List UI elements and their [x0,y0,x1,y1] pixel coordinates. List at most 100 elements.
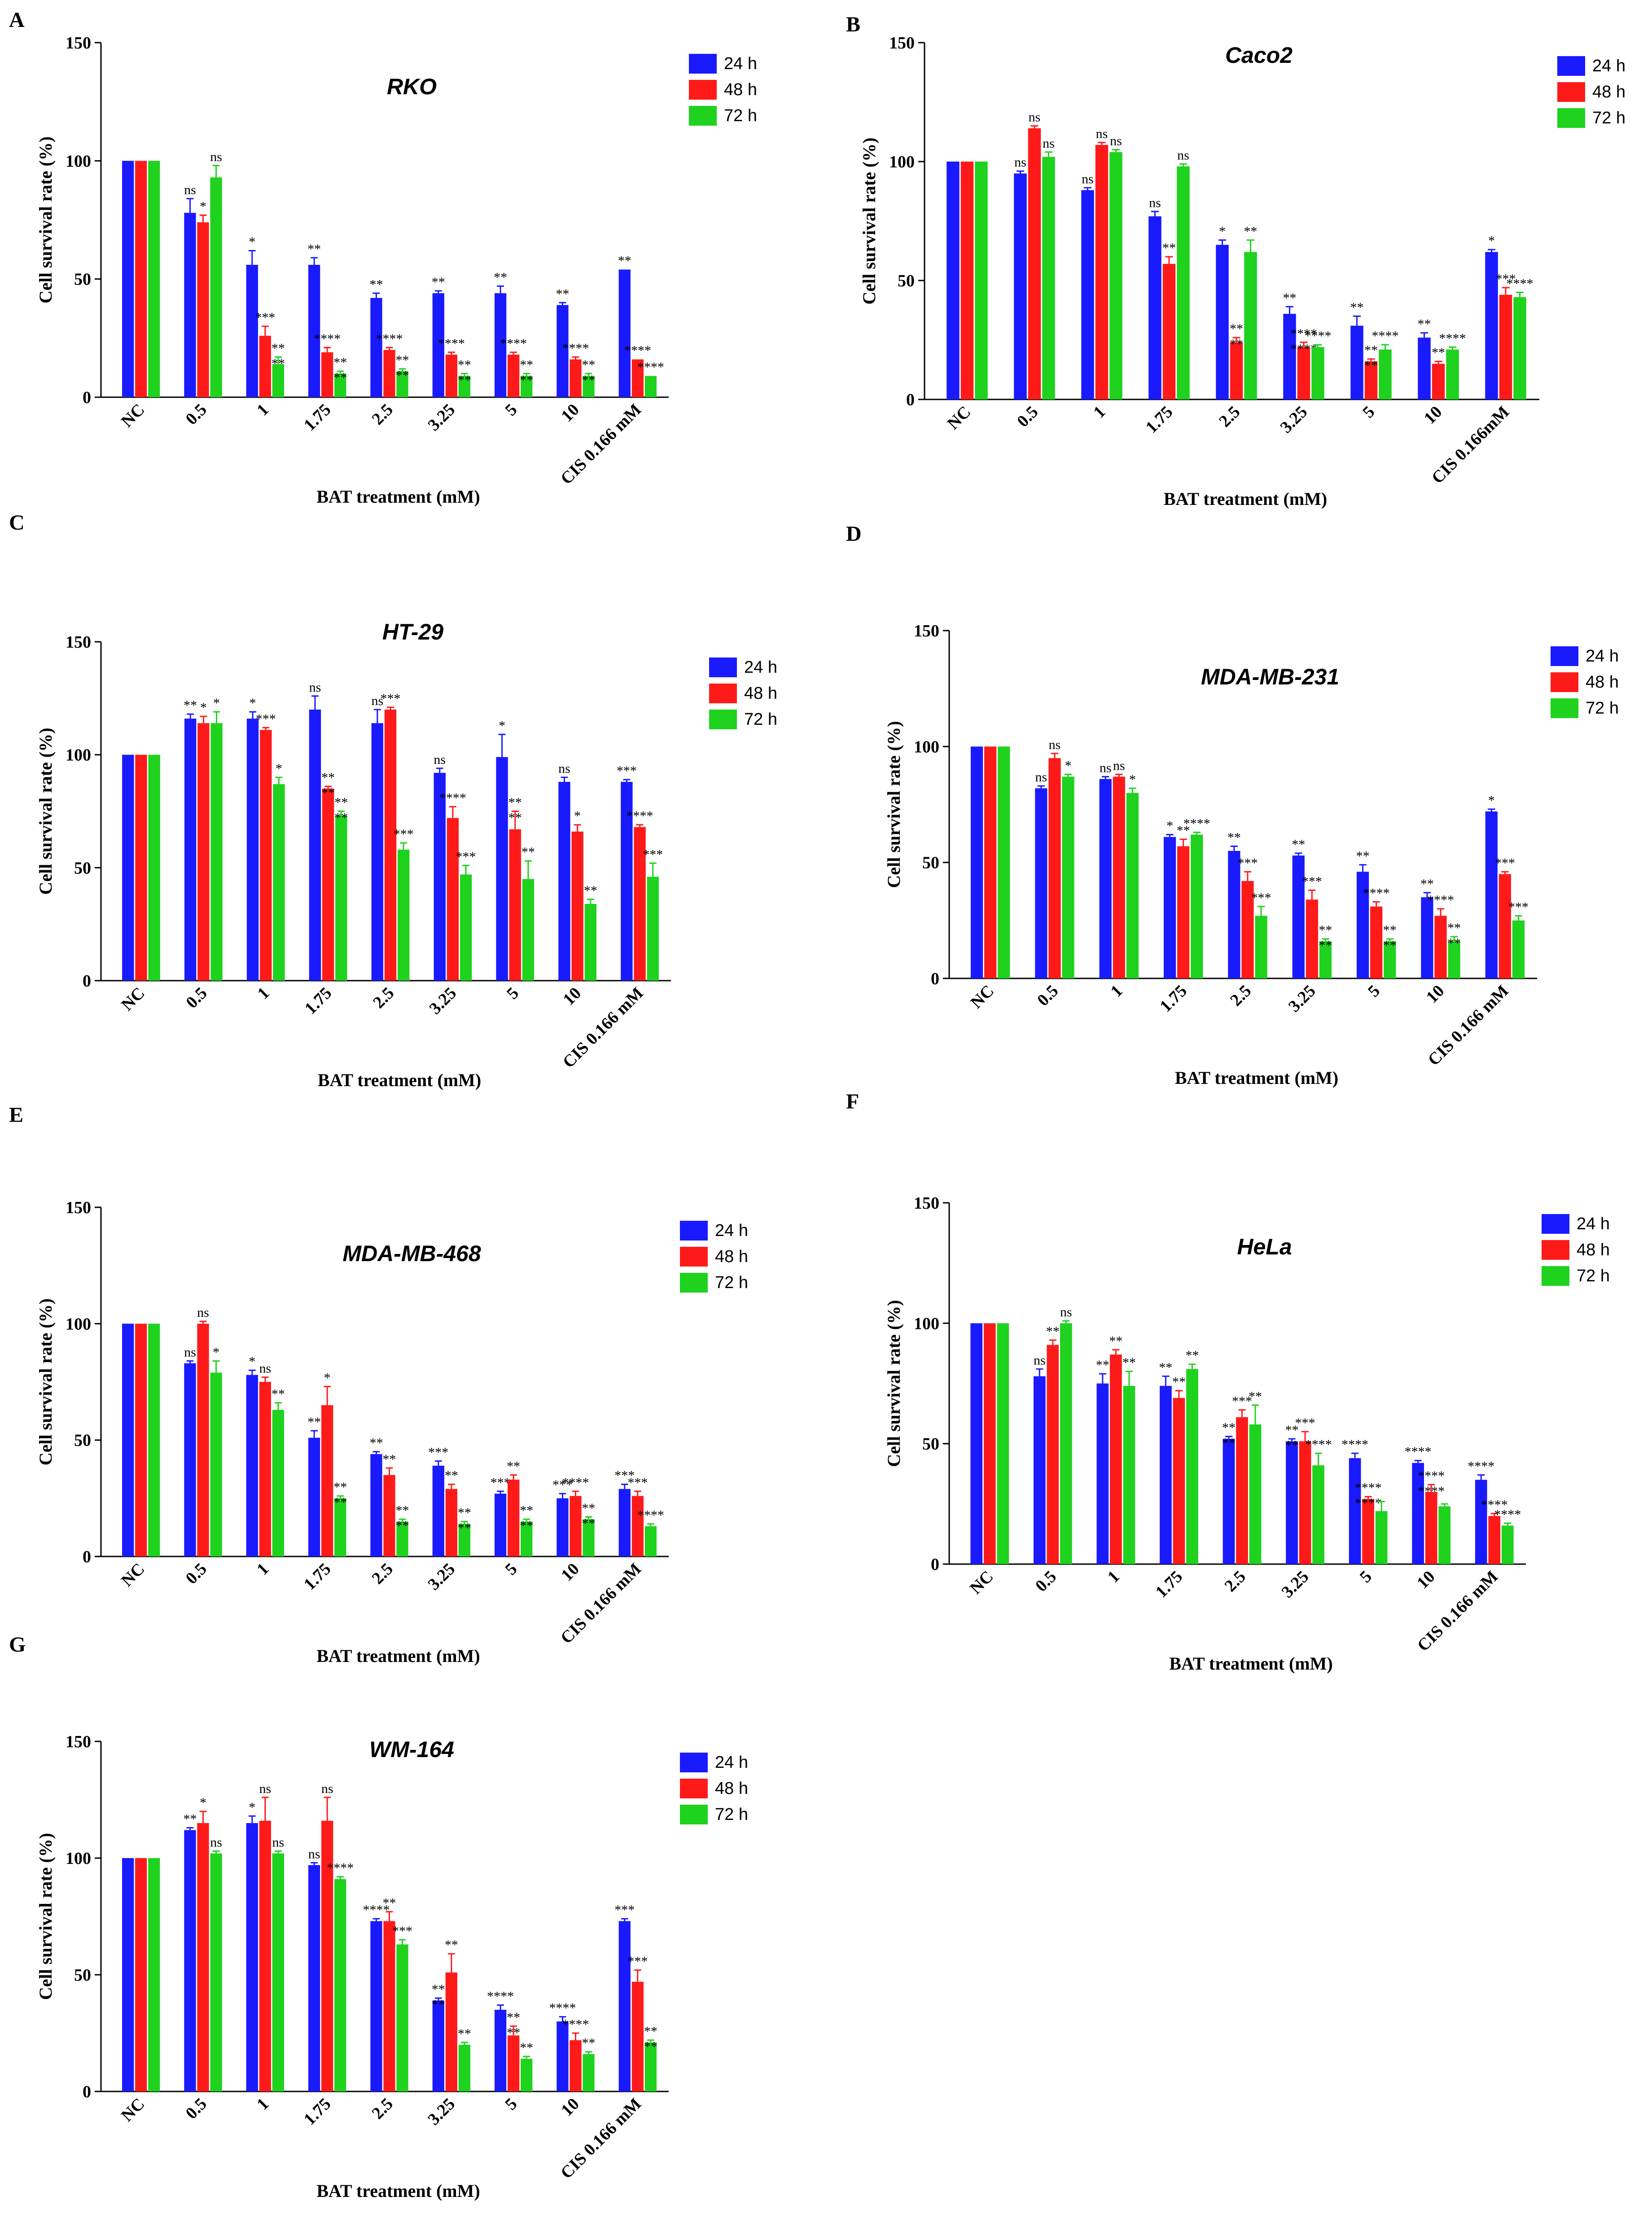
bar-48h-0 [135,1324,147,1556]
bar-72h-7 [1438,1506,1451,1564]
significance-label: ns [434,752,446,767]
y-tick-label: 50 [922,854,939,872]
bar-72h-3 [334,373,346,397]
significance-label: *** [627,1954,648,1969]
panel-letter: G [9,1633,26,1657]
significance-label: **** [549,2001,576,2016]
significance-label: ** [520,1503,533,1518]
bar-48h-8 [631,359,644,397]
bar-24h-5 [432,2000,444,2091]
chart-panel-a: A RKO 0 50 100 150 Cell survival rate (%) NC ns *… [9,8,757,507]
significance-label: ** [1244,224,1258,239]
legend-swatch-24h [1542,1214,1569,1234]
significance-label: *** [1251,890,1271,905]
bar-72h-1 [210,723,223,981]
significance-label: *** [1508,900,1529,915]
significance-label: **** [1418,1484,1445,1499]
x-tick-label: 3.25 [1285,982,1319,1016]
legend-label: 24 h [724,54,757,73]
legend-label: 24 h [1592,57,1626,75]
legend-swatch-48h [1557,82,1585,102]
significance-label: ** [1420,877,1434,891]
y-tick-label: 150 [66,1732,91,1751]
legend-swatch-48h [709,684,737,703]
bar-48h-7 [570,2040,582,2091]
significance-label: * [324,1370,331,1385]
y-tick-label: 0 [906,390,915,409]
significance-label: ** [396,353,409,368]
chart-title: MDA-MB-468 [342,1241,481,1266]
significance-label: ** [1230,337,1243,351]
significance-label: **** [1405,1444,1432,1459]
bar-48h-2 [1113,776,1125,978]
legend-swatch-24h [709,658,737,677]
x-tick-label: 0.5 [1032,1567,1060,1596]
significance-label: ns [1043,136,1055,151]
x-tick-label: 3.25 [424,400,459,435]
legend-swatch-24h [1551,646,1578,666]
bar-72h-2 [272,364,285,397]
bar-48h-1 [1047,1345,1059,1564]
bar-48h-2 [260,730,272,981]
y-tick-label: 100 [66,746,91,765]
bar-24h-4 [1216,245,1229,399]
bar-72h-0 [148,1858,160,2091]
bar-72h-3 [334,1879,346,2091]
significance-label: ** [1096,1358,1109,1372]
significance-label: **** [314,331,341,346]
significance-label: ns [1177,148,1189,162]
x-axis-title: BAT treatment (mM) [1164,489,1327,509]
significance-label: ** [1109,1333,1122,1348]
bar-24h-4 [1223,1438,1235,1564]
bar-72h-8 [1501,1526,1514,1564]
significance-label: ** [307,241,321,256]
bar-48h-4 [383,1921,395,2091]
x-tick-label: NC [944,403,975,434]
y-tick-label: 50 [74,270,91,289]
bar-48h-6 [1370,906,1383,978]
legend-swatch-72h [680,1805,708,1824]
bar-48h-6 [508,1479,520,1556]
bar-48h-4 [383,350,395,397]
x-tick-label: 10 [1420,403,1446,428]
significance-label: * [276,761,282,776]
significance-label: * [1488,233,1495,248]
chart-panel-e: E MDA-MB-468 0 50 100 150 Cell survival rate (… [9,1103,748,1666]
significance-label: *** [552,1477,573,1492]
bar-24h-3 [308,1438,320,1556]
bar-24h-8 [1475,1480,1487,1564]
bar-72h-5 [458,2045,471,2091]
significance-label: ** [1447,921,1461,935]
chart-panel-d: D MDA-MB-231 0 50 100 150 Cell survival rate (… [846,522,1619,1088]
significance-label: **** [1468,1459,1494,1473]
bar-24h-1 [184,1830,196,2091]
significance-label: ** [520,357,533,372]
significance-label: ** [1230,321,1243,336]
legend-swatch-72h [689,106,717,126]
significance-label: **** [500,336,527,351]
bar-72h-0 [148,161,160,397]
significance-label: ** [458,357,471,372]
y-tick-label: 150 [914,622,939,640]
legend-label: 24 h [715,1753,748,1772]
x-tick-label: 2.5 [369,984,398,1012]
significance-label: ns [1100,761,1112,776]
x-tick-label: 10 [557,2095,583,2120]
significance-label: *** [392,1924,412,1938]
legend-label: 72 h [715,1273,748,1292]
legend-label: 72 h [744,710,777,729]
bar-24h-3 [308,265,320,397]
bar-72h-8 [644,376,657,397]
bar-72h-6 [522,879,535,981]
y-axis-title: Cell survival rate (%) [859,137,879,304]
bar-24h-7 [557,1498,569,1556]
significance-label: *** [1238,855,1258,870]
significance-label: *** [1495,855,1515,870]
significance-label: * [1065,758,1072,773]
legend-label: 48 h [1577,1241,1610,1259]
bar-48h-6 [508,2035,520,2091]
significance-label: ** [1447,936,1461,951]
significance-label: ** [508,795,522,810]
bar-24h-2 [246,1375,258,1556]
